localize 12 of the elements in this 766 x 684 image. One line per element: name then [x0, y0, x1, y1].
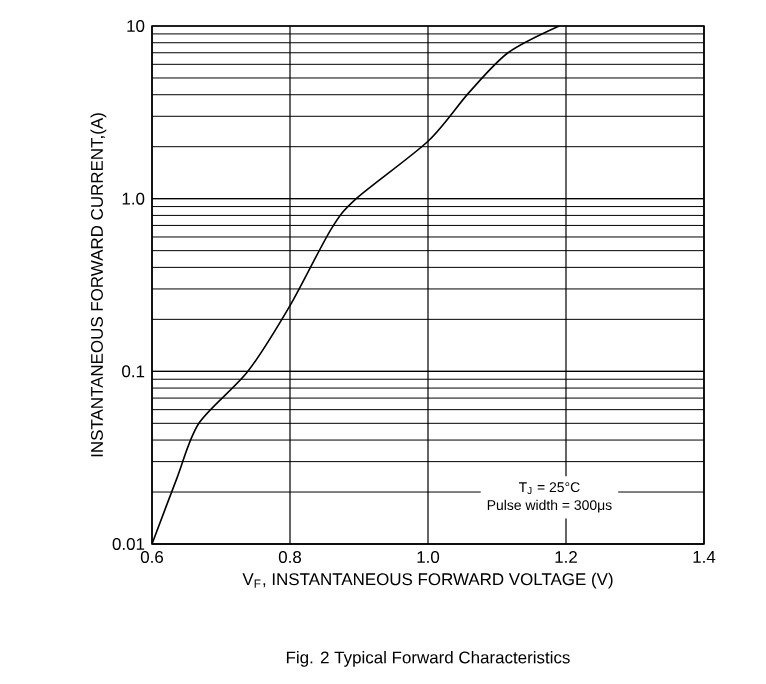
x-tick-label: 1.2: [555, 551, 577, 563]
text: Fig. 2 Typical Forward Characteristics: [286, 651, 570, 667]
x-tick-label: 0.8: [278, 551, 302, 564]
y-tick-label: 10: [127, 20, 145, 32]
x-axis-title: V$_{F}$, INSTANTANEOUS FORWARD VOLTAGE (V): [242, 572, 613, 589]
y-tick-label: 0.1: [122, 365, 145, 378]
x-tick-label: 1.4: [693, 551, 716, 563]
x-tick-label: 1.0: [417, 551, 440, 564]
y-axis-title: INSTANTANEOUS FORWARD CURRENT,(A): [90, 113, 107, 457]
y-tick-label: 0.01: [112, 538, 145, 550]
x-tick-label: 0.6: [140, 551, 164, 564]
y-tick-label: 1.0: [122, 192, 145, 205]
